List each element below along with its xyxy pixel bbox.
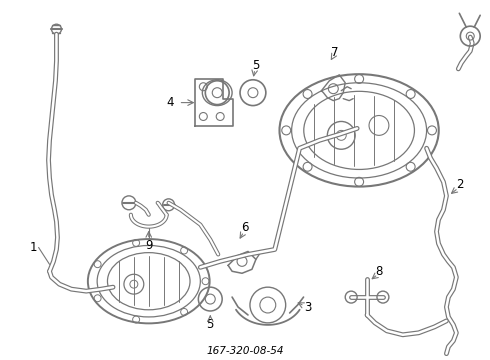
Text: 5: 5 xyxy=(207,318,214,331)
Text: 167-320-08-54: 167-320-08-54 xyxy=(206,346,284,356)
Text: 8: 8 xyxy=(375,265,383,278)
Text: 9: 9 xyxy=(145,239,152,252)
Text: 4: 4 xyxy=(167,96,174,109)
Text: 1: 1 xyxy=(30,241,37,254)
Text: 3: 3 xyxy=(304,301,311,314)
Text: 2: 2 xyxy=(457,179,464,192)
Text: 6: 6 xyxy=(241,221,249,234)
Text: 7: 7 xyxy=(331,46,338,59)
Text: 5: 5 xyxy=(252,59,260,72)
